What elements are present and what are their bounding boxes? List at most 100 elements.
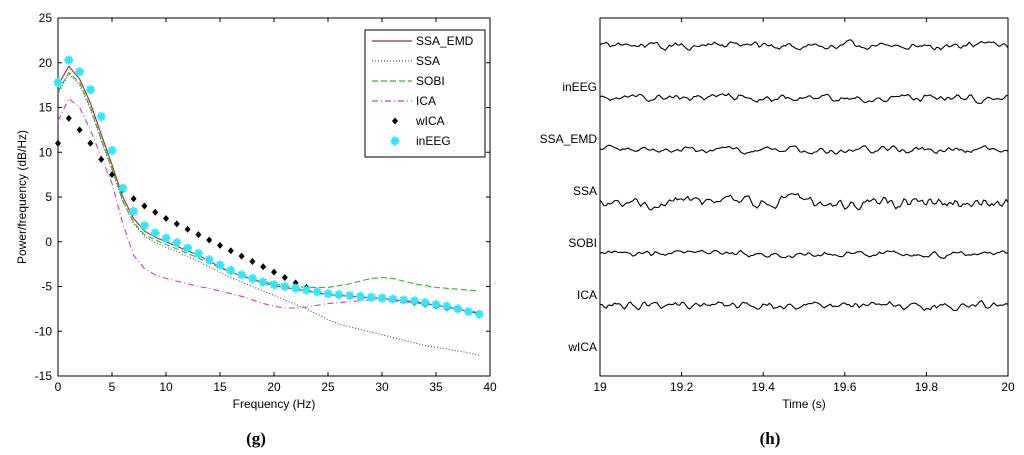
psd-x-tick-label: 15: [213, 380, 227, 394]
eeg-x-tick-label: 19.2: [670, 380, 694, 394]
wica-point: [152, 208, 159, 216]
ineeg-point: [204, 255, 214, 265]
psd-y-tick-label: 5: [45, 190, 52, 204]
eeg-x-tick-label: 19: [593, 380, 607, 394]
legend-swatch-wica: [392, 117, 398, 125]
ineeg-point: [193, 248, 203, 258]
wica-point: [260, 263, 267, 271]
psd-x-tick-label: 20: [267, 380, 281, 394]
ineeg-point: [237, 270, 247, 280]
ineeg-point: [323, 289, 333, 299]
ineeg-point: [107, 145, 117, 155]
ineeg-point: [442, 301, 452, 311]
eeg-x-tick-label: 19.4: [752, 380, 776, 394]
ineeg-point: [247, 273, 257, 283]
wica-point: [217, 241, 223, 249]
psd-x-tick-label: 10: [159, 380, 173, 394]
ineeg-point: [312, 287, 322, 297]
eeg-trace-ica: [599, 249, 1009, 259]
ineeg-point: [453, 304, 463, 314]
psd-series-group: [53, 55, 484, 356]
legend-label-sobi: SOBI: [416, 74, 445, 88]
eeg-axis-ticks: 19 19.2 19.4 19.6 19.8 20: [593, 18, 1015, 394]
eeg-channel-label-wica: wICA: [567, 340, 597, 354]
psd-y-tick-label: 25: [39, 11, 53, 25]
psd-x-tick-label: 5: [109, 380, 116, 394]
psd-y-tick-label: -10: [35, 324, 53, 338]
wica-point: [141, 202, 148, 210]
ineeg-point: [183, 243, 193, 253]
eeg-trace-ssa-emd: [599, 92, 1009, 104]
eeg-trace-sobi: [599, 192, 1009, 211]
psd-legend-box: [364, 29, 486, 158]
legend-label-ssa: SSA: [416, 54, 440, 68]
wica-point: [76, 126, 83, 134]
panel-label-h: (h): [760, 429, 781, 448]
wica-point: [163, 214, 169, 222]
eeg-x-tick-label: 19.6: [833, 380, 857, 394]
ineeg-point: [420, 298, 430, 308]
wica-point: [227, 247, 234, 255]
wica-point: [292, 279, 299, 287]
ineeg-point: [172, 238, 182, 248]
eeg-x-tick-label: 20: [1001, 380, 1015, 394]
eeg-x-axis-label: Time (s): [782, 397, 826, 411]
series-sobi-line: [57, 71, 480, 292]
psd-axis-ticks: 0 5 10 15 20 25 30 35 40 -15 -10 -5 0 5 10 15 20 25: [35, 11, 497, 394]
psd-x-tick-label: 0: [55, 380, 62, 394]
ineeg-point: [75, 67, 85, 77]
ineeg-point: [291, 283, 301, 293]
ineeg-point: [139, 221, 149, 231]
ineeg-point: [258, 277, 268, 287]
panel-label-g: (g): [246, 429, 266, 448]
psd-x-tick-label: 40: [483, 380, 497, 394]
ineeg-point: [226, 265, 236, 275]
ineeg-point: [301, 285, 311, 295]
psd-y-tick-label: 20: [39, 56, 53, 70]
ineeg-point: [269, 280, 279, 290]
wica-point: [65, 114, 72, 122]
psd-y-tick-label: -5: [41, 280, 52, 294]
wica-point: [184, 225, 191, 233]
ineeg-point: [345, 290, 355, 300]
eeg-trace-ineeg: [599, 39, 1009, 52]
psd-x-axis-label: Frequency (Hz): [233, 397, 316, 411]
ineeg-point: [388, 294, 398, 304]
eeg-traces-group: inEEG SSA_EMD SSA SOBI ICA wICA: [540, 39, 1009, 354]
eeg-channel-label-sobi: SOBI: [568, 236, 597, 250]
ineeg-point: [463, 307, 473, 317]
ineeg-point: [129, 206, 139, 216]
eeg-traces-chart: inEEG SSA_EMD SSA SOBI ICA wICA 19 19.2 19.4 19.…: [540, 17, 1015, 448]
wica-point: [271, 268, 277, 276]
ineeg-point: [85, 85, 95, 95]
ineeg-point: [215, 260, 225, 270]
wica-point: [173, 220, 180, 228]
psd-x-tick-label: 30: [375, 380, 389, 394]
eeg-plot-frame: [599, 17, 1009, 377]
eeg-x-tick-label: 19.8: [915, 380, 939, 394]
wica-point: [87, 139, 94, 147]
psd-y-tick-label: 15: [39, 101, 53, 115]
ineeg-point: [118, 183, 128, 193]
ineeg-point: [96, 111, 106, 121]
legend-swatch-ineeg: [390, 136, 400, 146]
psd-y-tick-label: 10: [39, 145, 53, 159]
eeg-channel-label-ssa-emd: SSA_EMD: [540, 132, 598, 146]
eeg-channel-label-ica: ICA: [577, 288, 597, 302]
eeg-channel-label-ssa: SSA: [573, 184, 597, 198]
ineeg-point: [53, 77, 63, 87]
series-ssa-emd-line: [57, 65, 480, 314]
ineeg-point: [399, 295, 409, 305]
wica-point: [195, 231, 202, 239]
ineeg-point: [161, 233, 171, 243]
legend-label-ssa-emd: SSA_EMD: [416, 34, 474, 48]
wica-point: [206, 236, 213, 244]
wica-point: [109, 171, 115, 179]
ineeg-point: [334, 290, 344, 300]
ineeg-point: [150, 228, 160, 238]
wica-point: [238, 252, 245, 260]
psd-legend: SSA_EMD SSA SOBI ICA wICA inEEG: [364, 29, 486, 158]
wica-point: [55, 139, 61, 147]
ineeg-point: [366, 292, 376, 302]
